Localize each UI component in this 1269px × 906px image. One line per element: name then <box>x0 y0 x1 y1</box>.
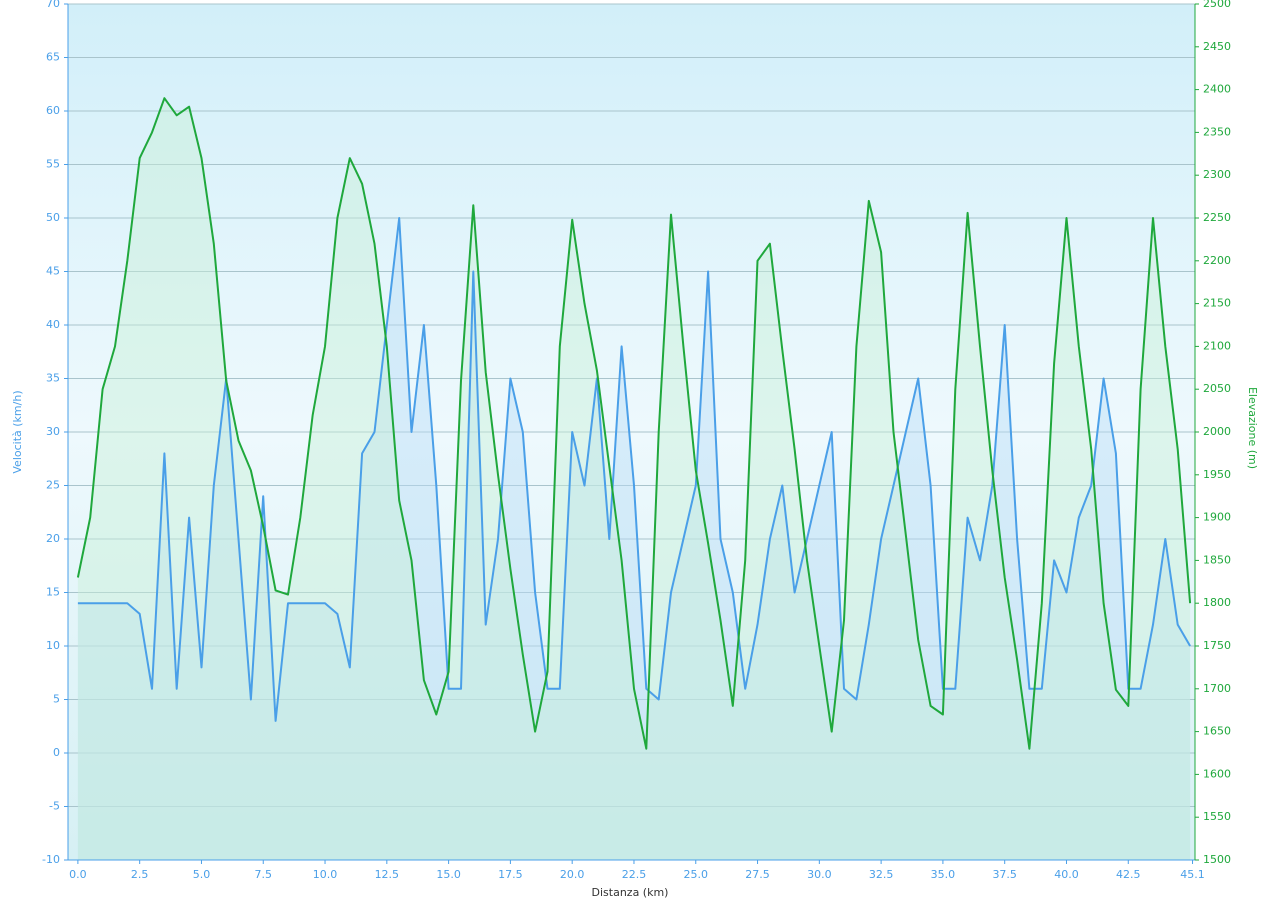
y-tick-label: 0 <box>53 746 60 759</box>
x-tick-label: 45.1 <box>1180 868 1205 881</box>
x-tick-label: 12.5 <box>375 868 400 881</box>
y2-tick-label: 2350 <box>1203 125 1231 138</box>
y-tick-label: 10 <box>46 639 60 652</box>
y2-tick-label: 2300 <box>1203 168 1231 181</box>
x-tick-label: 5.0 <box>193 868 211 881</box>
x-tick-label: 15.0 <box>436 868 461 881</box>
y-tick-label: -10 <box>42 853 60 866</box>
y-tick-label: 65 <box>46 51 60 64</box>
x-tick-label: 32.5 <box>869 868 894 881</box>
x-tick-label: 35.0 <box>931 868 956 881</box>
x-tick-label: 0.0 <box>69 868 87 881</box>
y2-tick-label: 1900 <box>1203 511 1231 524</box>
y2-tick-label: 2200 <box>1203 254 1231 267</box>
x-tick-label: 25.0 <box>684 868 709 881</box>
line <box>77 217 1191 722</box>
y2-tick-label: 2400 <box>1203 83 1231 96</box>
x-tick-label: 40.0 <box>1054 868 1079 881</box>
x-tick-label: 10.0 <box>313 868 338 881</box>
y2-tick-label: 1550 <box>1203 810 1231 823</box>
x-tick-label: 2.5 <box>131 868 149 881</box>
y2-tick-label: 2150 <box>1203 297 1231 310</box>
y-tick-label: 50 <box>46 211 60 224</box>
y2-tick-label: 2100 <box>1203 339 1231 352</box>
y2-tick-label: 1950 <box>1203 468 1231 481</box>
y-tick-label: 25 <box>46 479 60 492</box>
y2-tick-label: 1500 <box>1203 853 1231 866</box>
y2-tick-label: 1700 <box>1203 682 1231 695</box>
x-tick-label: 42.5 <box>1116 868 1141 881</box>
y-tick-label: 55 <box>46 158 60 171</box>
y-tick-label: 35 <box>46 372 60 385</box>
x-axis-label: Distanza (km) <box>592 886 669 899</box>
y-tick-label: 30 <box>46 425 60 438</box>
x-tick-label: 22.5 <box>622 868 647 881</box>
y2-tick-label: 2050 <box>1203 382 1231 395</box>
y2-tick-label: 1750 <box>1203 639 1231 652</box>
y2-tick-label: 1800 <box>1203 596 1231 609</box>
y2-tick-label: 1850 <box>1203 553 1231 566</box>
line <box>76 97 1192 750</box>
y2-tick-label: 2500 <box>1203 0 1231 10</box>
x-tick-label: 20.0 <box>560 868 585 881</box>
y2-axis-label: Elevazione (m) <box>1246 387 1259 469</box>
y2-tick-label: 2000 <box>1203 425 1231 438</box>
y-tick-label: 15 <box>46 586 60 599</box>
y-axis-label: Velocità (km/h) <box>11 390 24 473</box>
y-tick-label: 40 <box>46 318 60 331</box>
y2-tick-label: 1650 <box>1203 725 1231 738</box>
y-tick-label: 20 <box>46 532 60 545</box>
y-tick-label: 5 <box>53 693 60 706</box>
y-tick-label: 60 <box>46 104 60 117</box>
y-tick-label: -5 <box>49 800 60 813</box>
x-tick-label: 17.5 <box>498 868 523 881</box>
y2-tick-label: 2250 <box>1203 211 1231 224</box>
x-tick-label: 7.5 <box>254 868 272 881</box>
y-tick-label: 45 <box>46 265 60 278</box>
y2-tick-label: 2450 <box>1203 40 1231 53</box>
y-tick-label: 70 <box>46 0 60 10</box>
area <box>77 218 1191 860</box>
x-tick-label: 37.5 <box>992 868 1017 881</box>
y2-tick-label: 1600 <box>1203 767 1231 780</box>
area <box>77 98 1191 860</box>
x-tick-label: 27.5 <box>745 868 770 881</box>
x-tick-label: 30.0 <box>807 868 832 881</box>
